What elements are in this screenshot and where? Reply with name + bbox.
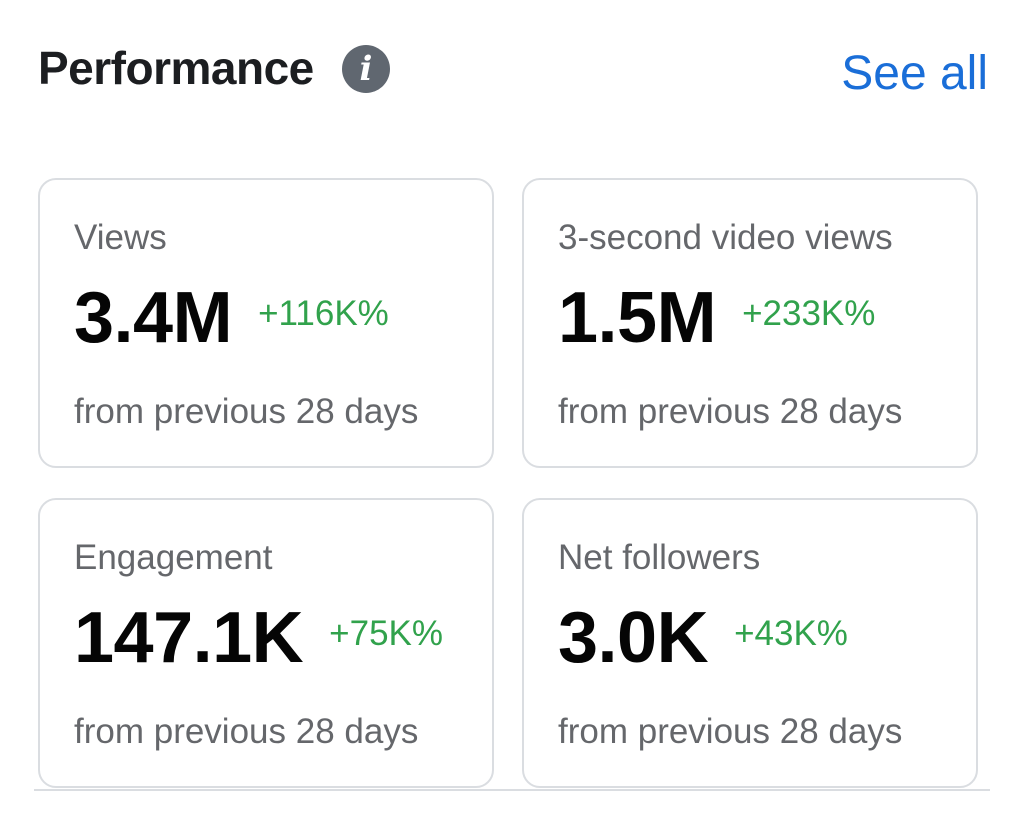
metric-change: +116K% (258, 294, 389, 333)
metric-card-views[interactable]: Views 3.4M +116K% from previous 28 days (38, 178, 494, 468)
metric-subtext: from previous 28 days (74, 392, 419, 431)
metric-subtext: from previous 28 days (558, 712, 903, 751)
divider (34, 789, 990, 791)
metric-card-engagement[interactable]: Engagement 147.1K +75K% from previous 28… (38, 498, 494, 788)
metric-row: 1.5M +233K% (558, 278, 875, 358)
metric-value: 1.5M (558, 278, 717, 358)
metric-subtext: from previous 28 days (74, 712, 419, 751)
metric-row: 147.1K +75K% (74, 598, 443, 678)
metric-row: 3.0K +43K% (558, 598, 848, 678)
metric-change: +75K% (329, 614, 444, 653)
performance-header: Performance i See all (38, 40, 988, 100)
metric-change: +233K% (742, 294, 876, 333)
metric-row: 3.4M +116K% (74, 278, 389, 358)
metric-label: 3-second video views (558, 218, 893, 257)
metric-change: +43K% (734, 614, 848, 653)
metric-card-3-second-video-views[interactable]: 3-second video views 1.5M +233K% from pr… (522, 178, 978, 468)
metric-label: Views (74, 218, 167, 257)
metric-value: 147.1K (74, 598, 304, 678)
info-icon[interactable]: i (342, 45, 390, 93)
metric-label: Engagement (74, 538, 273, 577)
see-all-link[interactable]: See all (841, 47, 988, 100)
metric-value: 3.0K (558, 598, 709, 678)
metric-value: 3.4M (74, 278, 233, 358)
metric-card-net-followers[interactable]: Net followers 3.0K +43K% from previous 2… (522, 498, 978, 788)
section-title: Performance (38, 42, 314, 94)
metric-subtext: from previous 28 days (558, 392, 903, 431)
metric-label: Net followers (558, 538, 761, 577)
